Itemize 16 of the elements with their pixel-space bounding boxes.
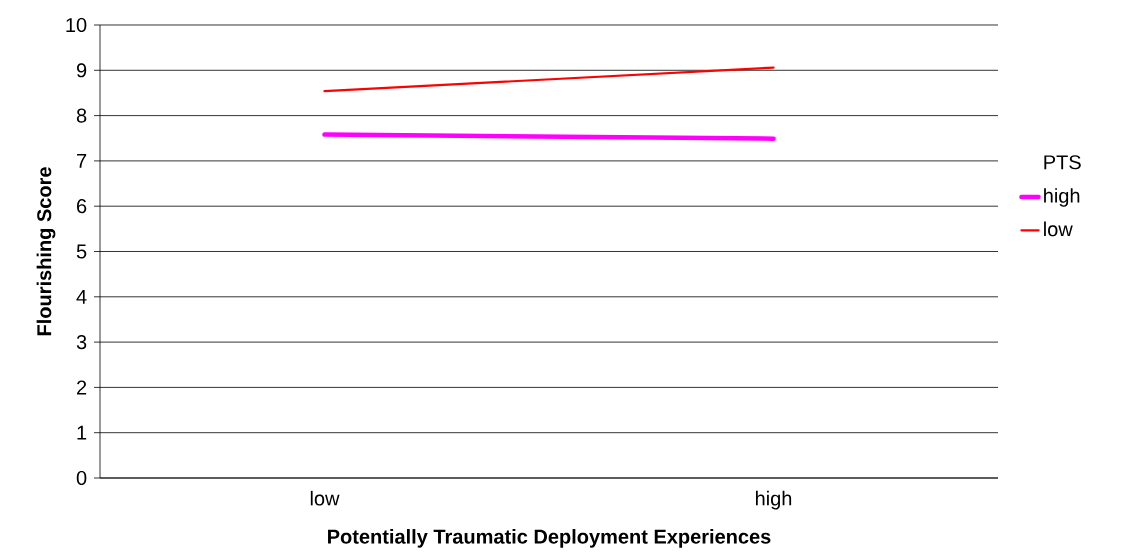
- x-axis-title: Potentially Traumatic Deployment Experiences: [328, 529, 771, 548]
- y-tick-label: 3: [76, 335, 87, 350]
- y-tick-label: 2: [77, 380, 87, 395]
- y-tick-label: 8: [76, 108, 87, 123]
- legend-label: high: [1044, 188, 1080, 207]
- y-tick-label: 4: [76, 289, 87, 304]
- legend-title: PTS: [1044, 155, 1081, 170]
- y-tick-label: 7: [77, 154, 87, 168]
- y-axis-title: Flourishing Score: [36, 167, 56, 336]
- y-tick-label: 10: [66, 17, 87, 33]
- legend-label: low: [1044, 221, 1073, 237]
- y-tick-label: 6: [77, 199, 87, 214]
- y-tick-label: 0: [76, 470, 87, 486]
- y-tick-label: 1: [77, 425, 87, 440]
- y-tick-label: 5: [76, 244, 87, 259]
- y-tick-label: 9: [76, 63, 87, 78]
